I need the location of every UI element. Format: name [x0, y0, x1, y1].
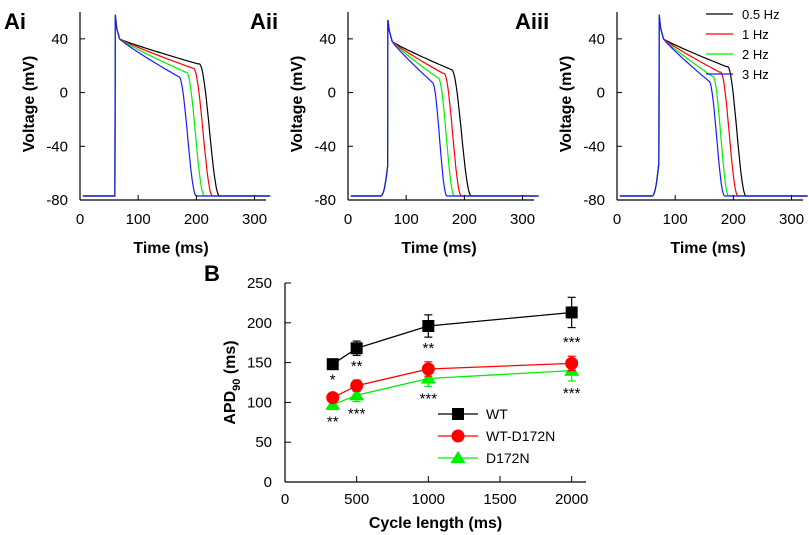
x-tick-label: 300 — [242, 211, 267, 228]
y-tick-label: 0 — [60, 85, 68, 102]
series-line — [332, 369, 572, 406]
y-tick-label: 40 — [51, 31, 68, 48]
significance-below: ** — [327, 414, 339, 431]
panel-label-aii: Aii — [250, 9, 278, 34]
y-tick-label: 40 — [319, 31, 336, 48]
data-point — [350, 379, 364, 393]
y-axis-title: Voltage (mV) — [289, 56, 306, 153]
series-wt-d172n — [326, 355, 579, 405]
legend-label: WT — [486, 406, 508, 422]
y-axis-title-suffix: (ms) — [222, 340, 239, 378]
legend-marker — [452, 408, 464, 420]
y-tick-label: 200 — [247, 315, 272, 332]
panel-label-b: B — [204, 261, 220, 286]
significance-above: ** — [351, 358, 363, 375]
panel-ai: Ai -80 -40 0 40 0 100 200 300 Time (ms) Voltage (m… — [4, 9, 271, 257]
series-line — [332, 311, 572, 365]
legend-marker — [451, 429, 465, 443]
legend-b: WT WT-D172N D172N — [438, 406, 555, 466]
y-axis-title-sub: 90 — [231, 379, 243, 391]
y-tick-label: 150 — [247, 355, 272, 372]
legend-marker — [450, 450, 466, 464]
x-tick-label: 100 — [394, 211, 419, 228]
significance-above: * — [330, 372, 336, 389]
x-tick-label: 1500 — [483, 491, 516, 508]
x-tick-label: 1000 — [412, 491, 445, 508]
x-tick-label: 200 — [721, 211, 746, 228]
x-axis-title: Time (ms) — [401, 240, 476, 257]
trace-05hz — [350, 20, 538, 197]
x-tick-label: 100 — [663, 211, 688, 228]
data-point — [421, 362, 435, 376]
y-tick-label: -40 — [583, 138, 605, 155]
series-line — [332, 362, 572, 399]
y-axis-title-text: APD90 (ms) — [222, 340, 243, 424]
data-point — [326, 391, 340, 405]
legend-label: 1 Hz — [742, 27, 769, 42]
panel-aiii: Aiii -80 -40 0 40 0 100 200 300 Time (ms) Voltage … — [515, 9, 808, 257]
significance-above: *** — [563, 334, 581, 351]
data-point — [565, 306, 578, 319]
trace-2hz — [350, 20, 538, 197]
x-tick-label: 300 — [510, 211, 535, 228]
data-point — [420, 371, 436, 384]
data-point — [422, 319, 435, 332]
significance-below: *** — [420, 390, 438, 407]
legend-label: D172N — [486, 450, 530, 466]
legend-label: WT-D172N — [486, 428, 555, 444]
y-tick-label: 50 — [255, 434, 272, 451]
legend-label: 2 Hz — [742, 47, 769, 62]
significance-below: *** — [563, 385, 581, 402]
x-tick-label: 500 — [344, 491, 369, 508]
significance-above: ** — [422, 340, 434, 357]
legend-a: 0.5 Hz 1 Hz 2 Hz 3 Hz — [706, 7, 780, 82]
x-axis-title: Cycle length (ms) — [369, 515, 502, 532]
x-axis-title: Time (ms) — [670, 240, 745, 257]
x-tick-label: 0 — [76, 211, 84, 228]
panel-label-aiii: Aiii — [515, 9, 549, 34]
data-point — [565, 356, 579, 370]
panel-aii: Aii -80 -40 0 40 0 100 200 300 Time (ms) Voltage (… — [250, 9, 539, 257]
data-point — [349, 388, 365, 401]
y-axis-title: Voltage (mV) — [21, 56, 38, 153]
trace-1hz — [82, 14, 270, 197]
x-tick-label: 0 — [281, 491, 289, 508]
y-tick-label: 0 — [597, 85, 605, 102]
trace-05hz — [82, 14, 270, 197]
y-tick-label: 40 — [588, 31, 605, 48]
y-tick-label: -40 — [314, 138, 336, 155]
x-axis-title: Time (ms) — [133, 240, 208, 257]
y-axis-title: APD90 (ms) — [222, 340, 243, 424]
panel-label-ai: Ai — [4, 9, 26, 34]
x-tick-label: 300 — [779, 211, 804, 228]
y-tick-label: 0 — [328, 85, 336, 102]
x-tick-label: 100 — [126, 211, 151, 228]
data-point — [326, 358, 339, 371]
trace-3hz — [350, 20, 539, 197]
x-tick-label: 200 — [452, 211, 477, 228]
y-tick-label: 0 — [264, 474, 272, 491]
x-tick-label: 200 — [184, 211, 209, 228]
y-tick-label: 100 — [247, 394, 272, 411]
significance-below: *** — [348, 406, 366, 423]
y-axis-title-main: APD — [222, 391, 239, 425]
panel-b: B 0 50 100 150 200 250 0 500 1000 1500 2000 Cycle le… — [204, 261, 588, 532]
series-wt — [326, 296, 578, 371]
legend-label: 3 Hz — [742, 67, 769, 82]
y-tick-label: -80 — [314, 192, 336, 209]
y-tick-label: -80 — [46, 192, 68, 209]
data-point — [350, 342, 363, 355]
y-tick-label: -80 — [583, 192, 605, 209]
trace-3hz — [619, 14, 808, 197]
y-axis-title: Voltage (mV) — [558, 56, 575, 153]
trace-3hz — [82, 14, 270, 197]
trace-2hz — [82, 14, 271, 197]
x-tick-label: 2000 — [555, 491, 588, 508]
x-tick-label: 0 — [344, 211, 352, 228]
y-tick-label: 250 — [247, 275, 272, 292]
legend-label: 0.5 Hz — [742, 7, 780, 22]
x-tick-label: 0 — [613, 211, 621, 228]
y-tick-label: -40 — [46, 138, 68, 155]
